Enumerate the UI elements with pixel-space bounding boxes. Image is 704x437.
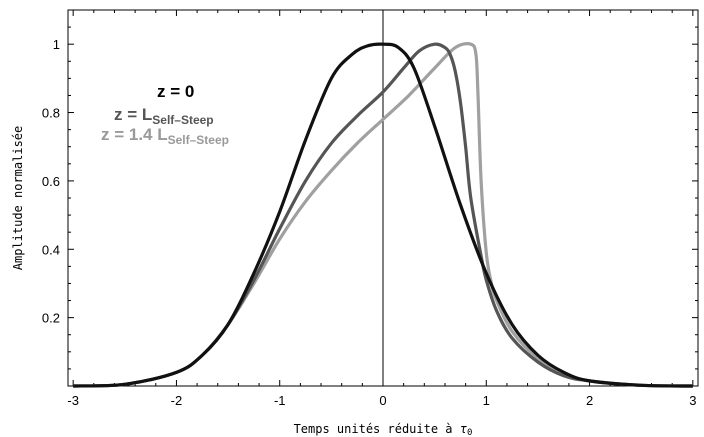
legend-entry-prefix: z = <box>157 82 185 101</box>
legend-entry-2: z = 1.4 LSelf–Steep <box>101 125 229 147</box>
x-axis-title-symbol: τ <box>460 422 467 436</box>
series-line-0 <box>73 42 693 388</box>
x-tick-label: 2 <box>586 393 593 408</box>
legend-entry-symbol: 0 <box>185 82 194 101</box>
legend-entry-prefix: z = <box>114 105 142 124</box>
y-tick-label: 0.8 <box>42 106 60 121</box>
series-line-1 <box>73 42 693 388</box>
y-axis-title: Amplitude normalisée <box>11 126 25 271</box>
x-tick-label: -2 <box>171 393 183 408</box>
legend-entry-symbol: L <box>142 105 152 124</box>
legend-entry-0: z = 0 <box>157 82 194 101</box>
x-tick-label: -1 <box>274 393 286 408</box>
y-tick-label: 0.6 <box>42 174 60 189</box>
y-tick-label: 0.4 <box>42 242 60 257</box>
legend-entry-subscript: Self–Steep <box>152 113 213 127</box>
x-axis-title-subscript: 0 <box>467 428 472 437</box>
legend-entry-prefix: z = 1.4 <box>101 125 157 144</box>
legend-entry-symbol: L <box>157 125 167 144</box>
x-axis-title: Temps unités réduite à τ0 <box>294 422 473 437</box>
series-group <box>73 42 693 388</box>
y-tick-label: 1 <box>53 37 60 52</box>
x-tick-label: 3 <box>689 393 696 408</box>
x-tick-label: -3 <box>67 393 79 408</box>
x-tick-label: 1 <box>483 393 490 408</box>
y-tick-label: 0.2 <box>42 311 60 326</box>
legend-entry-subscript: Self–Steep <box>168 133 229 147</box>
legend-entry-1: z = LSelf–Steep <box>114 105 214 127</box>
x-tick-label: 0 <box>379 393 386 408</box>
x-axis-title-main: Temps unités réduite à <box>294 422 460 436</box>
axis-ticks: -3 -2 -1 0 1 2 3 0.2 0.4 0.6 0.8 1 <box>42 10 698 408</box>
